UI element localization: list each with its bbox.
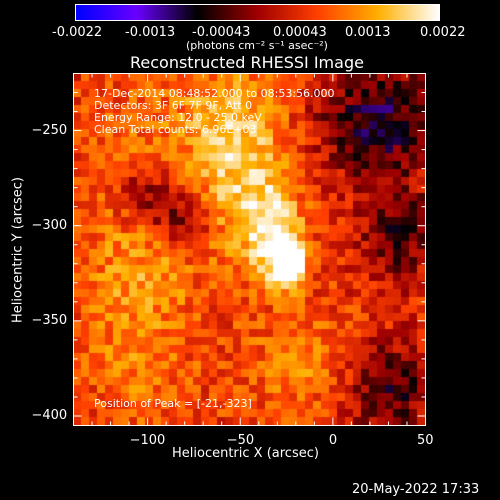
colorbar-tick-label: 0.0013 [345, 25, 391, 40]
colorbar-tick-label: -0.0013 [125, 25, 176, 40]
x-tick-label: 0 [328, 432, 338, 448]
info-time-range: 17-Dec-2014 08:48:52.000 to 08:53:56.000 [94, 87, 335, 100]
x-tick-label: 50 [417, 432, 434, 448]
y-tick-label: −350 [31, 312, 68, 328]
peak-position: Position of Peak = [-21,-323] [94, 397, 252, 410]
chart-title: Reconstructed RHESSI Image [130, 53, 364, 72]
info-energy-range: Energy Range: 12.0 - 25.0 keV [94, 111, 262, 124]
x-tick-label: −50 [226, 432, 255, 448]
x-tick-label: −100 [129, 432, 166, 448]
info-overlay: 17-Dec-2014 08:48:52.000 to 08:53:56.000… [94, 88, 335, 136]
y-tick-label: −250 [31, 122, 68, 138]
colorbar [75, 4, 440, 21]
axis-ticks [73, 73, 426, 426]
colorbar-tick-label: -0.00043 [192, 25, 251, 40]
heatmap-image [73, 73, 425, 425]
plot-frame [73, 73, 426, 426]
info-counts: Clean Total counts: 6.96E+03 [94, 123, 257, 136]
y-tick-label: −300 [31, 217, 68, 233]
colorbar-tick-label: -0.0022 [52, 25, 103, 40]
timestamp: 20-May-2022 17:33 [352, 482, 480, 497]
colorbar-tick-label: 0.0022 [420, 25, 466, 40]
colorbar-tick-label: 0.00043 [273, 25, 327, 40]
y-tick-label: −400 [31, 407, 68, 423]
info-detectors: Detectors: 3F 6F 7F 9F, Att 0 [94, 99, 253, 112]
colorbar-unit-label: (photons cm⁻² s⁻¹ asec⁻²) [186, 39, 328, 52]
y-axis-label: Heliocentric Y (arcsec) [10, 177, 26, 323]
x-axis-label: Heliocentric X (arcsec) [172, 446, 319, 461]
